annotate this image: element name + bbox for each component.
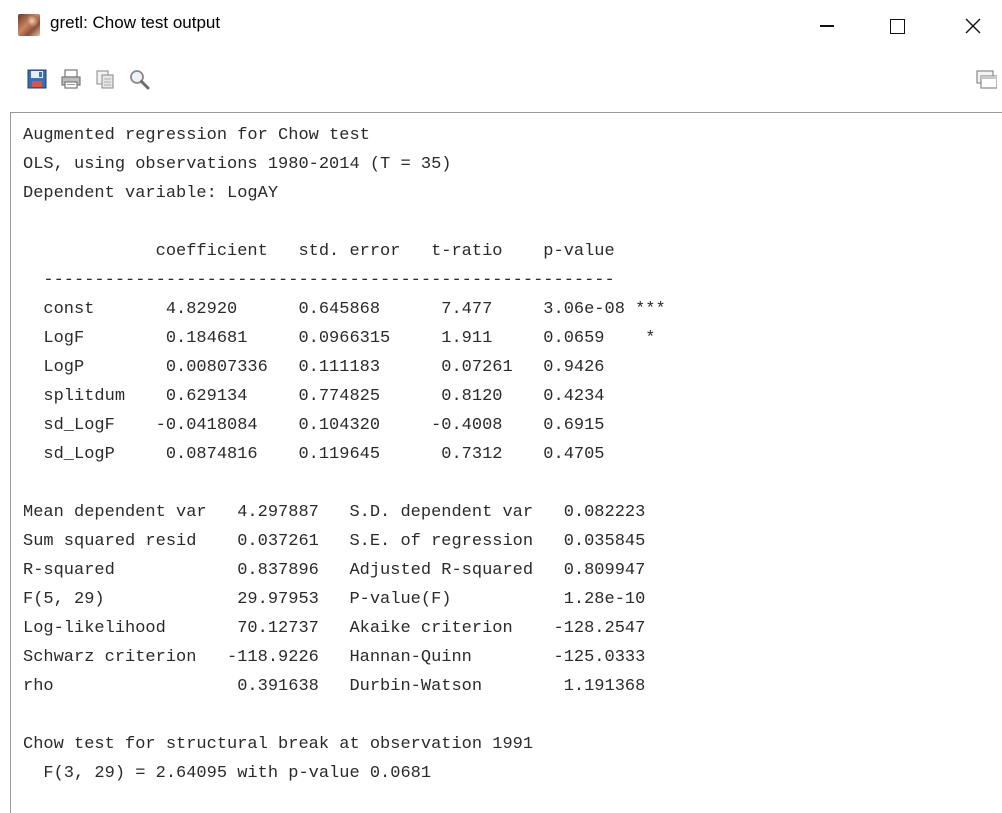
window-title: gretl: Chow test output (50, 13, 221, 32)
output-line: rho 0.391638 Durbin-Watson 1.191368 (23, 677, 646, 696)
title-bar: gretl: Chow test output (0, 0, 1002, 52)
output-line: ----------------------------------------… (23, 271, 615, 290)
save-icon[interactable] (26, 68, 48, 90)
output-line: sd_LogF -0.0418084 0.104320 -0.4008 0.69… (23, 416, 605, 435)
toolbar (0, 52, 1002, 106)
close-button[interactable] (950, 0, 996, 52)
output-line: OLS, using observations 1980-2014 (T = 3… (23, 155, 452, 174)
find-icon[interactable] (128, 68, 150, 90)
output-line: F(3, 29) = 2.64095 with p-value 0.0681 (23, 764, 432, 783)
regression-output: Augmented regression for Chow test OLS, u… (23, 121, 666, 788)
maximize-button[interactable] (874, 0, 920, 52)
windows-icon[interactable] (975, 68, 998, 90)
minimize-icon (820, 25, 834, 27)
print-icon[interactable] (60, 68, 82, 90)
output-line: Chow test for structural break at observ… (23, 735, 534, 754)
output-line: R-squared 0.837896 Adjusted R-squared 0.… (23, 561, 646, 580)
output-line: F(5, 29) 29.97953 P-value(F) 1.28e-10 (23, 590, 646, 609)
output-line: sd_LogP 0.0874816 0.119645 0.7312 0.4705 (23, 445, 605, 464)
output-line: LogF 0.184681 0.0966315 1.911 0.0659 * (23, 329, 656, 348)
gretl-app-icon (18, 14, 40, 36)
output-line: Augmented regression for Chow test (23, 126, 370, 145)
output-line: Log-likelihood 70.12737 Akaike criterion… (23, 619, 646, 638)
output-line (23, 701, 666, 730)
output-line: Mean dependent var 4.297887 S.D. depende… (23, 503, 646, 522)
copy-icon[interactable] (94, 68, 116, 90)
output-line: const 4.82920 0.645868 7.477 3.06e-08 **… (23, 300, 666, 319)
output-line: Schwarz criterion -118.9226 Hannan-Quinn… (23, 648, 646, 667)
output-line (23, 208, 666, 237)
output-line: coefficient std. error t-ratio p-value (23, 242, 615, 261)
output-line: splitdum 0.629134 0.774825 0.8120 0.4234 (23, 387, 605, 406)
minimize-button[interactable] (804, 0, 850, 52)
output-line: Dependent variable: LogAY (23, 184, 279, 203)
output-line: LogP 0.00807336 0.111183 0.07261 0.9426 (23, 358, 605, 377)
output-line (23, 469, 666, 498)
close-icon (965, 18, 981, 34)
output-text-area[interactable]: Augmented regression for Chow test OLS, u… (10, 112, 1002, 813)
maximize-icon (889, 18, 905, 34)
output-line: Sum squared resid 0.037261 S.E. of regre… (23, 532, 646, 551)
